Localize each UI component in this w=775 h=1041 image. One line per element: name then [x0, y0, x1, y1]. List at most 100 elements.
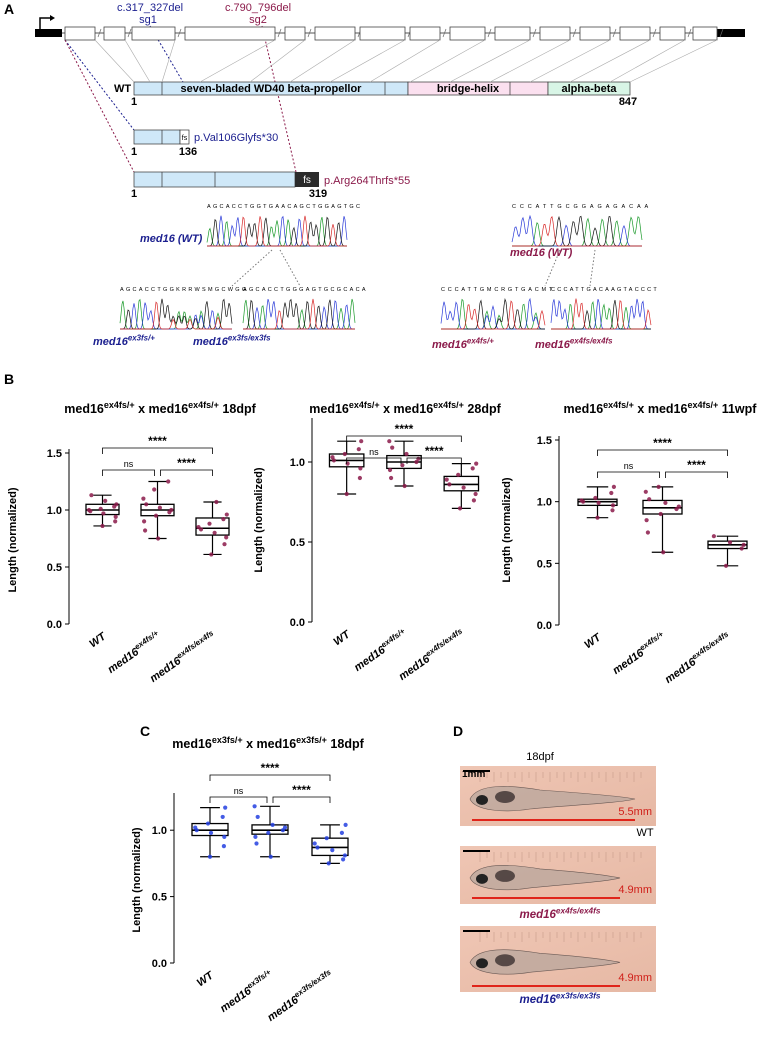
significance-bracket [272, 796, 331, 803]
fs-label: fs [182, 135, 188, 142]
exon-map [529, 39, 611, 83]
data-point [647, 497, 652, 502]
data-point [252, 804, 257, 809]
truncated-protein [133, 129, 181, 145]
data-point [266, 830, 271, 835]
trace [120, 302, 232, 330]
data-point [209, 552, 214, 557]
superscript: ex3fs/+ [296, 735, 327, 745]
y-axis-label: Length (normalized) [501, 477, 513, 582]
data-point [358, 466, 363, 471]
data-point [205, 821, 211, 826]
data-point [220, 814, 225, 820]
superscript: ex4fs/+ [133, 628, 161, 651]
data-point [579, 498, 584, 503]
significance-bracket [346, 435, 462, 442]
text-part: med16 [309, 402, 349, 416]
exon-map [161, 39, 176, 83]
sequence: AGCACCTGGKRRWSMGCWGG [120, 287, 248, 293]
data-point [676, 504, 681, 509]
text-part: 28dpf [464, 402, 502, 416]
data-point [113, 514, 118, 519]
superscript: ex3fs/ex3fs [556, 991, 601, 1000]
significance-label: **** [261, 761, 280, 775]
data-point [357, 475, 362, 481]
x-tick-label: med16ex4fs/ex4fs [395, 626, 467, 683]
exon-map [569, 39, 651, 83]
data-point [157, 505, 162, 510]
data-point [344, 491, 349, 497]
data-point [473, 491, 478, 497]
protein-label: WT [114, 83, 131, 95]
trace [243, 298, 355, 330]
exon [184, 26, 276, 41]
data-point [100, 523, 105, 529]
exon [579, 26, 611, 41]
exon-map [449, 39, 531, 83]
superscript: ex4fs/ex4fs [424, 626, 465, 658]
text-part: 18dpf [327, 737, 365, 751]
residue: 847 [619, 96, 637, 108]
guide-label: sg2 [249, 14, 267, 26]
data-point [330, 455, 335, 460]
exon [359, 26, 406, 41]
significance-label: ns [124, 459, 134, 469]
fish-eye [476, 958, 488, 969]
text-part: med16 [149, 402, 189, 416]
text-part: WT [582, 631, 604, 651]
trace [440, 297, 545, 330]
data-point [193, 825, 198, 830]
scale-label: 1mm [462, 769, 485, 780]
trace [550, 298, 651, 330]
data-point [663, 500, 668, 505]
text-part: med16 [432, 339, 468, 351]
domain-label: alpha-beta [561, 83, 617, 95]
fish-gut [495, 791, 515, 803]
data-point [98, 506, 103, 511]
data-point [224, 535, 229, 540]
mutation-label: c.317_327del [117, 2, 183, 14]
intron-break [127, 28, 132, 38]
guide-link [261, 25, 297, 173]
chart-title: med16ex4fs/+ x med16ex4fs/+ 18dpf [64, 400, 256, 416]
superscript: ex4fs/+ [433, 400, 464, 410]
exon-map [409, 39, 486, 83]
x-tick-label: med16ex4fs/+ [351, 626, 410, 674]
data-point [611, 484, 617, 489]
data-point [447, 482, 452, 487]
data-point [223, 805, 228, 810]
x-tick-label: med16ex3fs/+ [217, 967, 276, 1015]
data-point [390, 445, 395, 450]
fs-label: fs [303, 175, 311, 186]
exon-map [249, 39, 306, 83]
intron-break [97, 28, 102, 38]
fish-eye [476, 873, 488, 884]
data-point [222, 834, 227, 839]
text-part: x [634, 402, 648, 416]
superscript: ex3fs/ex3fs [228, 334, 271, 343]
intron-break [719, 28, 724, 38]
data-point [404, 451, 409, 457]
data-point [387, 439, 392, 444]
genotype-label: med16ex4fs/ex4fs [535, 337, 613, 351]
text-part: med16 [519, 909, 556, 921]
data-point [103, 498, 108, 503]
intron-break [612, 28, 617, 38]
exon [131, 26, 176, 41]
y-tick-label: 1.0 [537, 497, 552, 509]
significance-bracket [597, 471, 660, 478]
residue: 1 [131, 146, 137, 158]
panel-letter: A [4, 1, 14, 17]
data-point [596, 500, 601, 505]
significance-bracket [209, 796, 268, 803]
y-axis-label: Length (normalized) [7, 487, 19, 592]
data-point [342, 853, 347, 858]
data-point [254, 841, 259, 846]
domain-label: bridge-helix [437, 83, 500, 95]
y-tick-label: 0.0 [152, 958, 167, 970]
exon [284, 26, 306, 41]
intron-break [487, 28, 492, 38]
y-tick-label: 0.0 [47, 619, 62, 631]
tss-arrow-head [50, 15, 55, 21]
box [195, 517, 230, 536]
